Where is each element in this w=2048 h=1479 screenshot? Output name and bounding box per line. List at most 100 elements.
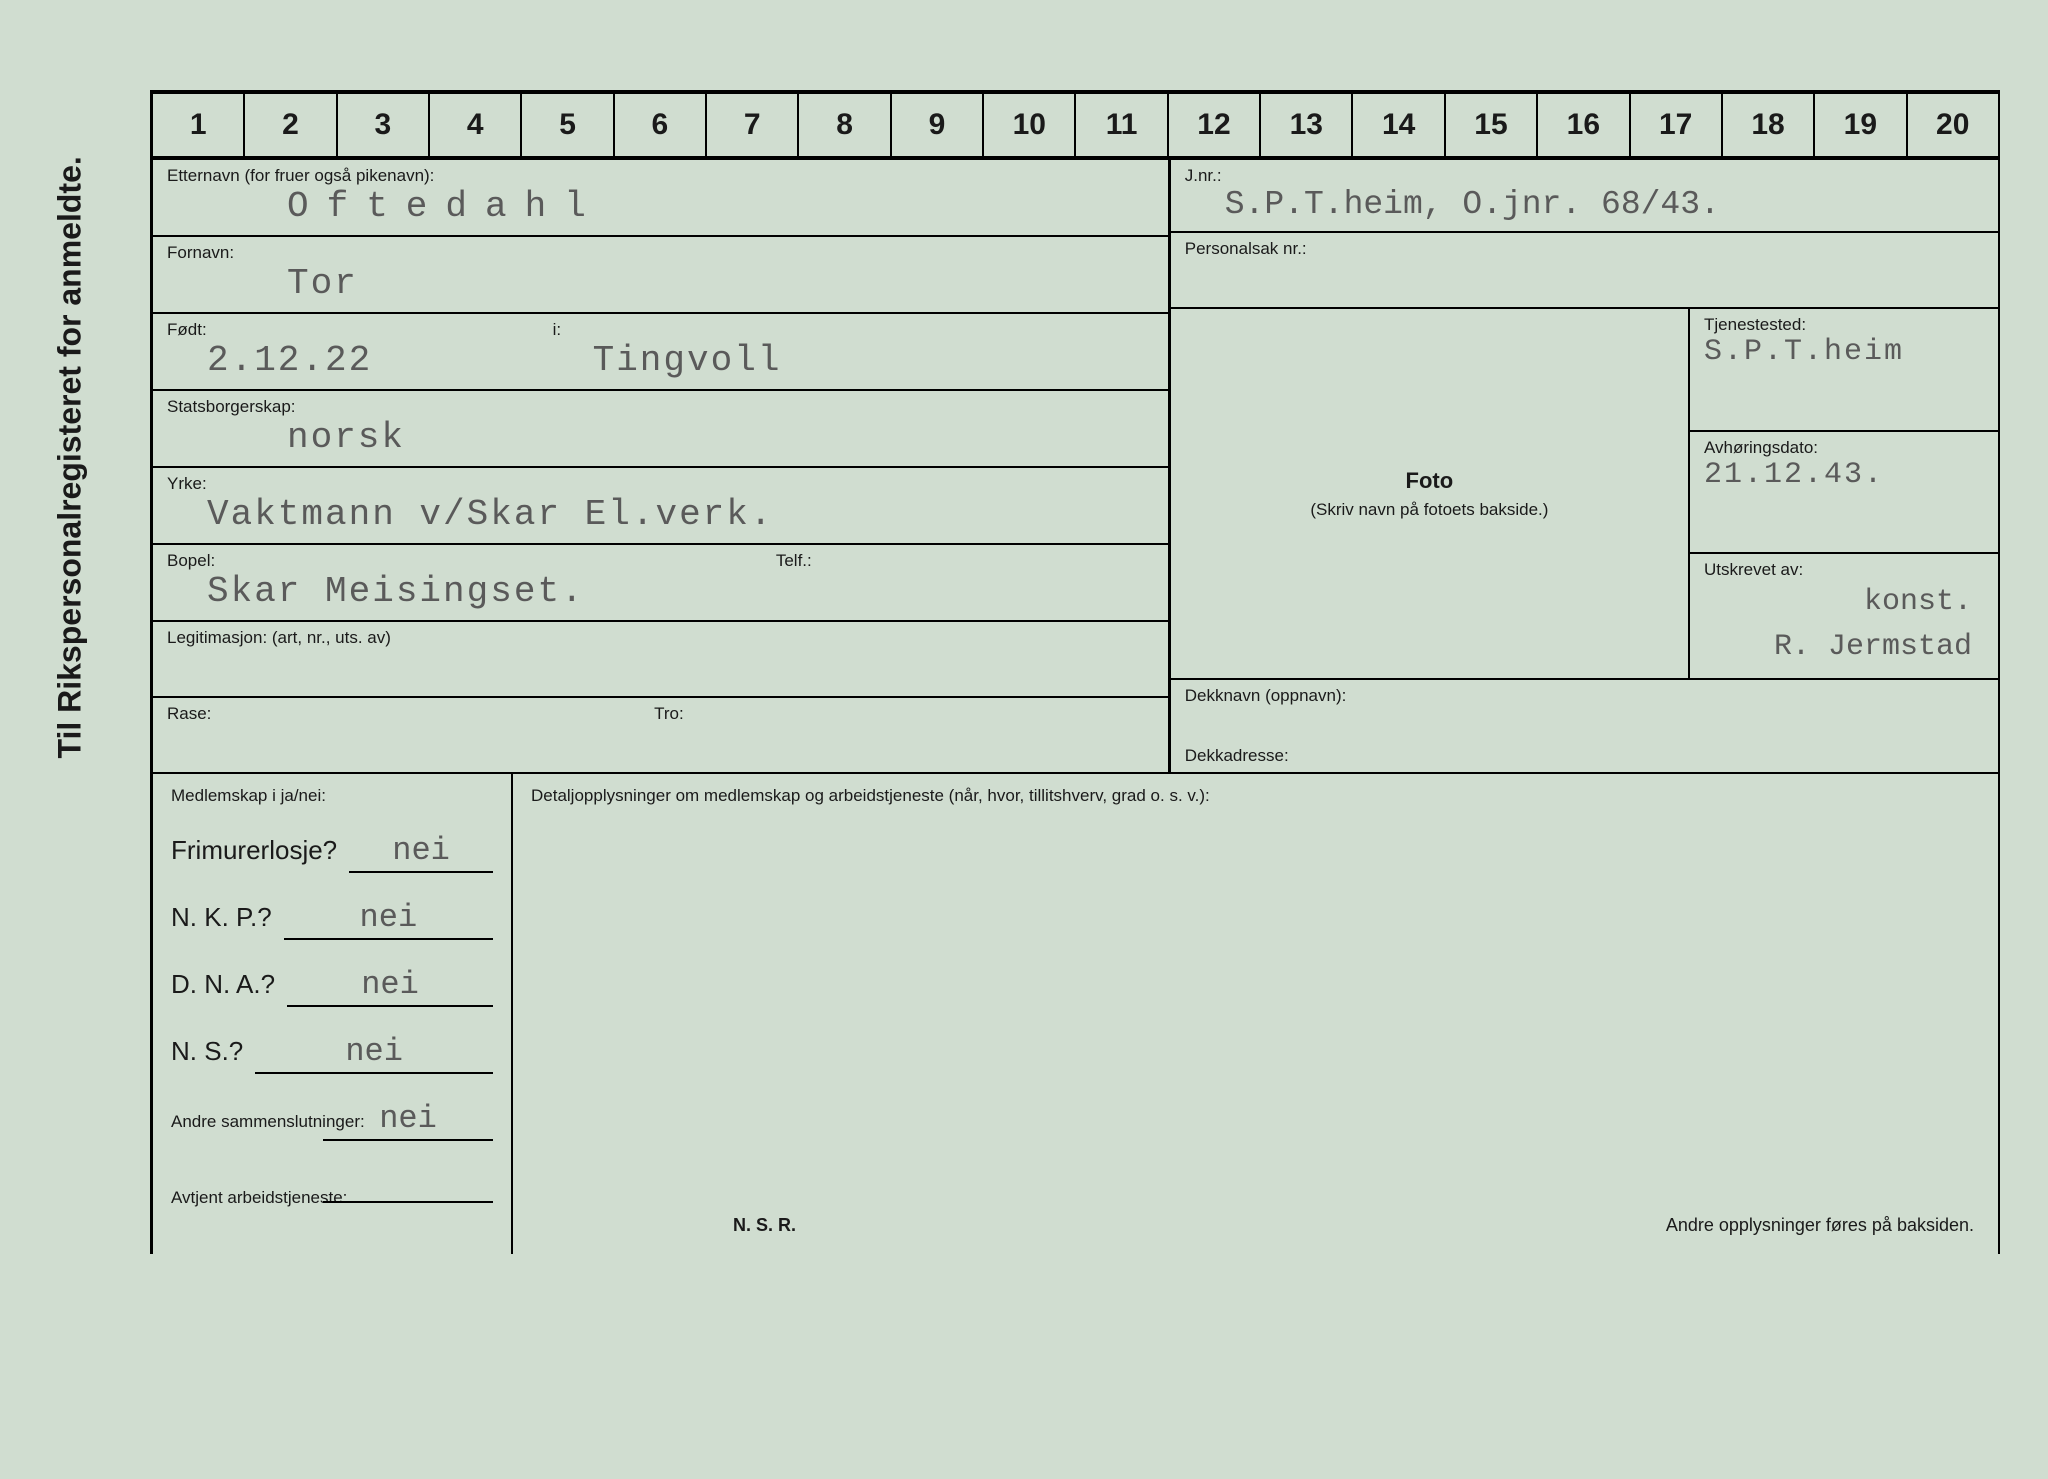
andre-samm-label: Andre sammenslutninger: [171, 1112, 311, 1132]
rase-label: Rase: [167, 704, 626, 724]
statsborgerskap-field: Statsborgerskap: norsk [153, 391, 1168, 468]
ruler-cell: 17 [1631, 94, 1723, 156]
ruler-cell: 8 [799, 94, 891, 156]
details-header: Detaljopplysninger om medlemskap og arbe… [531, 786, 1210, 805]
telf-value [776, 571, 1154, 611]
avtjent-value [323, 1167, 493, 1203]
nsr-label: N. S. R. [733, 1215, 796, 1236]
telf-label: Telf.: [776, 551, 1154, 571]
ruler-cell: 10 [984, 94, 1076, 156]
rase-value [167, 724, 626, 764]
left-column: Etternavn (for fruer også pikenavn): Oft… [153, 160, 1168, 774]
avhoringsdato-field: Avhøringsdato: 21.12.43. [1690, 432, 1998, 555]
telf-field: Telf.: [762, 545, 1168, 622]
ns-row: N. S.? nei [171, 1033, 493, 1074]
frimurer-row: Frimurerlosje? nei [171, 832, 493, 873]
main-grid: Etternavn (for fruer også pikenavn): Oft… [150, 160, 2000, 774]
etternavn-label: Etternavn (for fruer også pikenavn): [167, 166, 1154, 186]
form-area: 1 2 3 4 5 6 7 8 9 10 11 12 13 14 15 16 1… [150, 90, 2000, 1254]
tjenestested-field: Tjenestested: S.P.T.heim [1690, 309, 1998, 432]
sidebar-title: Til Rikspersonalregisteret for anmeldte. [52, 156, 89, 758]
dekk-block: Dekknavn (oppnavn): Dekkadresse: [1171, 680, 1998, 774]
bopel-field: Bopel: Skar Meisingset. [153, 545, 762, 622]
ruler-cell: 3 [338, 94, 430, 156]
ruler-cell: 5 [522, 94, 614, 156]
yrke-label: Yrke: [167, 474, 1154, 494]
fornavn-field: Fornavn: Tor [153, 237, 1168, 314]
utskrevet-label: Utskrevet av: [1704, 560, 1984, 580]
ns-label: N. S.? [171, 1036, 243, 1067]
yrke-value: Vaktmann v/Skar El.verk. [167, 494, 1154, 535]
etternavn-field: Etternavn (for fruer også pikenavn): Oft… [153, 160, 1168, 237]
avhoringsdato-value: 21.12.43. [1704, 458, 1984, 498]
foto-block: Foto (Skriv navn på fotoets bakside.) Tj… [1171, 309, 1998, 680]
ruler-cell: 1 [153, 94, 245, 156]
tro-field: Tro: [640, 698, 1168, 774]
rase-field: Rase: [153, 698, 640, 774]
dekknavn-label: Dekknavn (oppnavn): [1185, 686, 1347, 705]
personalsak-value [1185, 259, 1984, 299]
fornavn-value: Tor [167, 263, 1154, 304]
dekknavn-field: Dekknavn (oppnavn): [1171, 680, 1998, 740]
ruler-cell: 13 [1261, 94, 1353, 156]
avtjent-row: Avtjent arbeidstjeneste: [171, 1167, 493, 1208]
ruler-cell: 12 [1169, 94, 1261, 156]
ruler-cell: 14 [1353, 94, 1445, 156]
foto-placeholder: Foto (Skriv navn på fotoets bakside.) [1171, 309, 1688, 678]
tjenestested-label: Tjenestested: [1704, 315, 1984, 335]
statsborgerskap-label: Statsborgerskap: [167, 397, 1154, 417]
ruler-cell: 11 [1076, 94, 1168, 156]
membership-block: Medlemskap i ja/nei: Frimurerlosje? nei … [153, 774, 513, 1254]
jnr-label: J.nr.: [1185, 166, 1984, 186]
dna-label: D. N. A.? [171, 969, 275, 1000]
fodt-field: Født: 2.12.22 [153, 314, 539, 391]
foto-sub: (Skriv navn på fotoets bakside.) [1310, 500, 1548, 520]
dna-value: nei [287, 966, 493, 1007]
tro-value [654, 724, 1154, 764]
legitimasjon-value [167, 648, 1154, 688]
avtjent-label: Avtjent arbeidstjeneste: [171, 1188, 311, 1208]
andre-samm-row: Andre sammenslutninger: nei [171, 1100, 493, 1141]
personalsak-field: Personalsak nr.: [1171, 233, 1998, 309]
medlemskap-header: Medlemskap i ja/nei: [171, 786, 493, 806]
legitimasjon-field: Legitimasjon: (art, nr., uts. av) [153, 622, 1168, 698]
bopel-label: Bopel: [167, 551, 748, 571]
fodt-i-value: Tingvoll [553, 340, 1154, 381]
right-column: J.nr.: S.P.T.heim, O.jnr. 68/43. Persona… [1168, 160, 1998, 774]
utskrevet-value-2: R. Jermstad [1704, 625, 1972, 670]
utskrevet-field: Utskrevet av: konst. R. Jermstad [1690, 554, 1998, 678]
ruler-cell: 19 [1815, 94, 1907, 156]
foto-title: Foto [1406, 468, 1454, 494]
etternavn-value: Oftedahl [167, 186, 1154, 227]
dekkadresse-field: Dekkadresse: [1171, 740, 1998, 772]
frimurer-value: nei [349, 832, 493, 873]
nkp-label: N. K. P.? [171, 902, 272, 933]
frimurer-label: Frimurerlosje? [171, 835, 337, 866]
yrke-field: Yrke: Vaktmann v/Skar El.verk. [153, 468, 1168, 545]
ruler-cell: 4 [430, 94, 522, 156]
nkp-value: nei [284, 899, 493, 940]
bopel-row: Bopel: Skar Meisingset. Telf.: [153, 545, 1168, 622]
tro-label: Tro: [654, 704, 1154, 724]
right-stack: Tjenestested: S.P.T.heim Avhøringsdato: … [1688, 309, 1998, 678]
fodt-label: Født: [167, 320, 525, 340]
ruler-cell: 15 [1446, 94, 1538, 156]
fodt-i-field: i: Tingvoll [539, 314, 1168, 391]
ruler-cell: 2 [245, 94, 337, 156]
ns-value: nei [255, 1033, 493, 1074]
dekkadresse-label: Dekkadresse: [1185, 746, 1289, 765]
utskrevet-value-1: konst. [1704, 580, 1972, 625]
registration-card: Til Rikspersonalregisteret for anmeldte.… [20, 20, 2028, 1459]
fodt-i-label: i: [553, 320, 1154, 340]
fornavn-label: Fornavn: [167, 243, 1154, 263]
details-block: Detaljopplysninger om medlemskap og arbe… [513, 774, 1998, 1254]
nkp-row: N. K. P.? nei [171, 899, 493, 940]
ruler-cell: 16 [1538, 94, 1630, 156]
personalsak-label: Personalsak nr.: [1185, 239, 1984, 259]
ruler-cell: 7 [707, 94, 799, 156]
andre-samm-value: nei [323, 1100, 493, 1141]
rase-row: Rase: Tro: [153, 698, 1168, 774]
tjenestested-value: S.P.T.heim [1704, 335, 1984, 375]
fodt-value: 2.12.22 [167, 340, 525, 381]
statsborgerskap-value: norsk [167, 417, 1154, 458]
